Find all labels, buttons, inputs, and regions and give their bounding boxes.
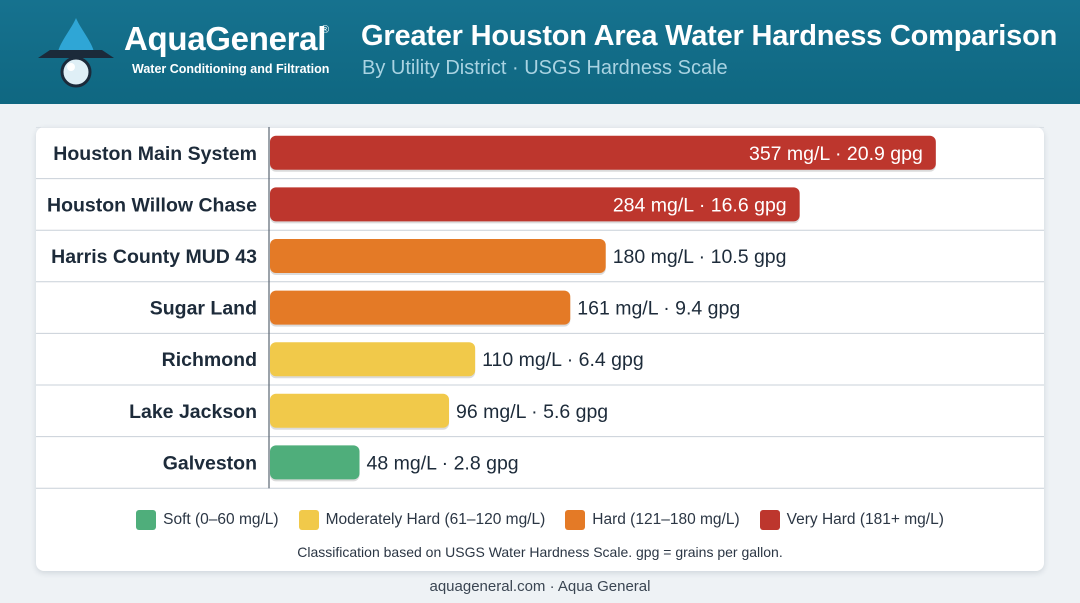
brand-tagline: Water Conditioning and Filtration — [132, 62, 330, 76]
category-label: Galveston — [163, 452, 257, 474]
chart-subtitle: By Utility District · USGS Hardness Scal… — [362, 57, 728, 79]
category-label: Houston Willow Chase — [47, 194, 257, 216]
water-drop-logo-icon — [38, 18, 114, 88]
legend-swatch — [298, 510, 319, 530]
legend-label: Hard (121–180 mg/L) — [592, 511, 740, 528]
brand-name: AquaGeneral — [124, 20, 327, 57]
data-label: 357 mg/L · 20.9 gpg — [749, 143, 923, 165]
legend-swatch — [759, 510, 780, 530]
data-label: 48 mg/L · 2.8 gpg — [367, 452, 519, 474]
category-label: Houston Main System — [53, 143, 257, 165]
header-banner: AquaGeneral ® Water Conditioning and Fil… — [0, 0, 1080, 104]
legend-label: Very Hard (181+ mg/L) — [786, 511, 944, 528]
data-label: 161 mg/L · 9.4 gpg — [577, 298, 740, 320]
legend-swatch — [136, 510, 157, 530]
footer-text: aquageneral.com · Aqua General — [429, 578, 651, 595]
bar-very-hard — [270, 135, 936, 170]
data-label: 110 mg/L · 6.4 gpg — [482, 349, 644, 371]
chart-legend: Soft (0–60 mg/L) Moderately Hard (61–120 … — [36, 510, 1044, 530]
legend-item: Moderately Hard (61–120 mg/L) — [298, 510, 546, 530]
category-label: Lake Jackson — [129, 401, 257, 423]
category-label: Sugar Land — [150, 298, 257, 320]
legend-item: Soft (0–60 mg/L) — [136, 510, 279, 530]
legend-label: Moderately Hard (61–120 mg/L) — [325, 511, 546, 528]
chart-title: Greater Houston Area Water Hardness Comp… — [361, 20, 1058, 52]
legend-item: Hard (121–180 mg/L) — [565, 510, 740, 530]
data-label: 180 mg/L · 10.5 gpg — [613, 246, 787, 268]
category-label: Richmond — [162, 349, 257, 371]
registered-mark: ® — [321, 24, 330, 36]
legend-swatch — [565, 510, 586, 530]
bar-hard — [270, 290, 571, 325]
data-label: 96 mg/L · 5.6 gpg — [456, 401, 608, 423]
chart-card: Houston Main System 357 mg/L · 20.9 gpg Ho… — [36, 127, 1044, 571]
bar-moderate — [270, 342, 476, 377]
data-label: 284 mg/L · 16.6 gpg — [613, 194, 787, 216]
category-label: Harris County MUD 43 — [51, 246, 257, 268]
legend-label: Soft (0–60 mg/L) — [163, 511, 279, 528]
bar-hard — [270, 239, 606, 273]
bar-very-hard — [270, 187, 800, 222]
bar-soft — [270, 445, 360, 480]
bar-chart: Houston Main System 357 mg/L · 20.9 gpg Ho… — [36, 127, 1044, 489]
bar-moderate — [270, 393, 450, 428]
legend-item: Very Hard (181+ mg/L) — [759, 510, 944, 530]
chart-footnote: Classification based on USGS Water Hardn… — [297, 544, 783, 560]
